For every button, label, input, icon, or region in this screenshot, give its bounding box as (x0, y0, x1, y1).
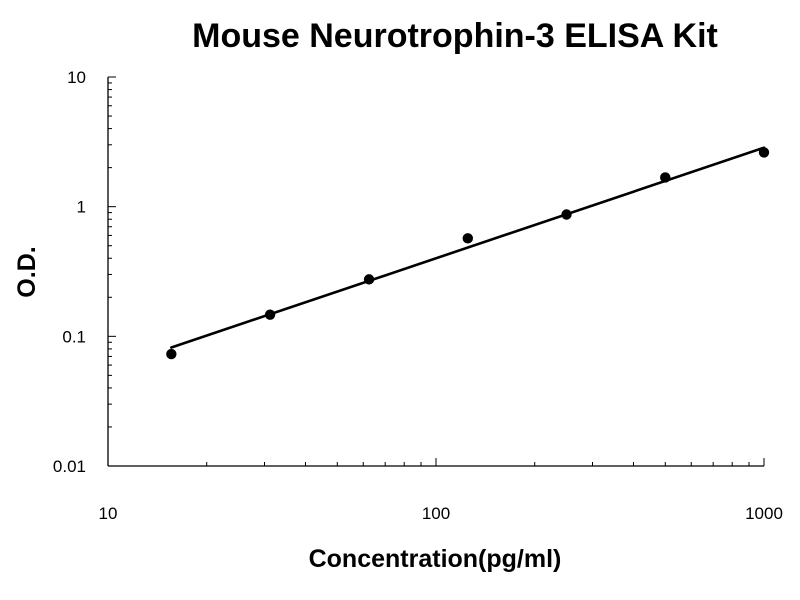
data-point (462, 233, 473, 244)
data-point (166, 348, 177, 360)
data-point (660, 172, 671, 183)
x-axis-title: Concentration(pg/ml) (309, 545, 562, 573)
fit-curve (170, 146, 766, 349)
axis-ticks (107, 76, 765, 467)
x-tick-label: 1000 (745, 504, 783, 523)
y-axis-title: O.D. (13, 246, 41, 297)
x-tick-label: 10 (99, 504, 118, 523)
y-tick-label: 1 (77, 198, 86, 217)
data-point (363, 274, 375, 285)
data-point (264, 309, 276, 320)
data-point (561, 209, 572, 220)
x-tick-label: 100 (422, 504, 450, 523)
data-point (758, 147, 770, 158)
y-tick-label: 0.1 (62, 327, 86, 346)
y-tick-label: 10 (67, 68, 86, 87)
axis-tick-labels: 0.01 0.1 1 10 10 100 1000 (53, 68, 783, 523)
data-points-group (166, 147, 770, 360)
plot-axes (107, 77, 764, 467)
y-tick-label: 0.01 (53, 457, 86, 476)
fit-curve-group (170, 146, 766, 349)
chart-title: Mouse Neurotrophin-3 ELISA Kit (192, 17, 718, 55)
